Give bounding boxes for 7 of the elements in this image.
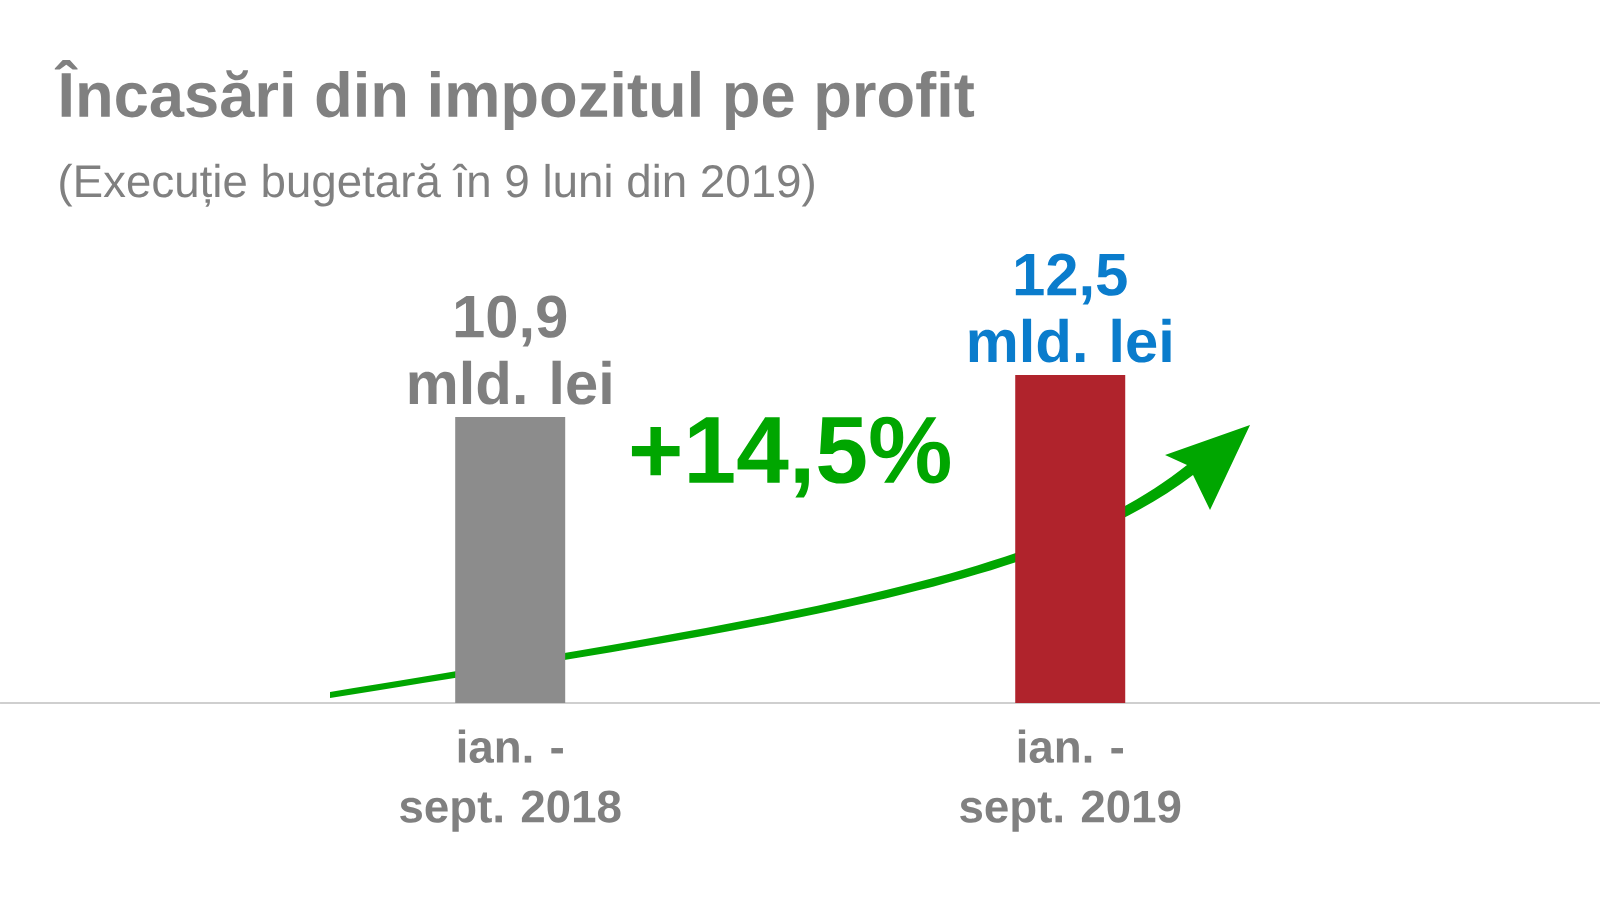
chart-title: Încasări din impozitul pe profit (54, 60, 975, 130)
x-tick-label: ian. - sept. 2018 (400, 729, 621, 832)
data-label: 10,9 mld. lei (409, 295, 611, 405)
data-label: 12,5 mld. lei (969, 253, 1171, 363)
annotation: +14,5% (631, 416, 950, 498)
x-tick-label: ian. - sept. 2019 (960, 729, 1181, 832)
chart-subtitle: (Execuție bugetară în 9 luni din 2019) (60, 163, 814, 207)
